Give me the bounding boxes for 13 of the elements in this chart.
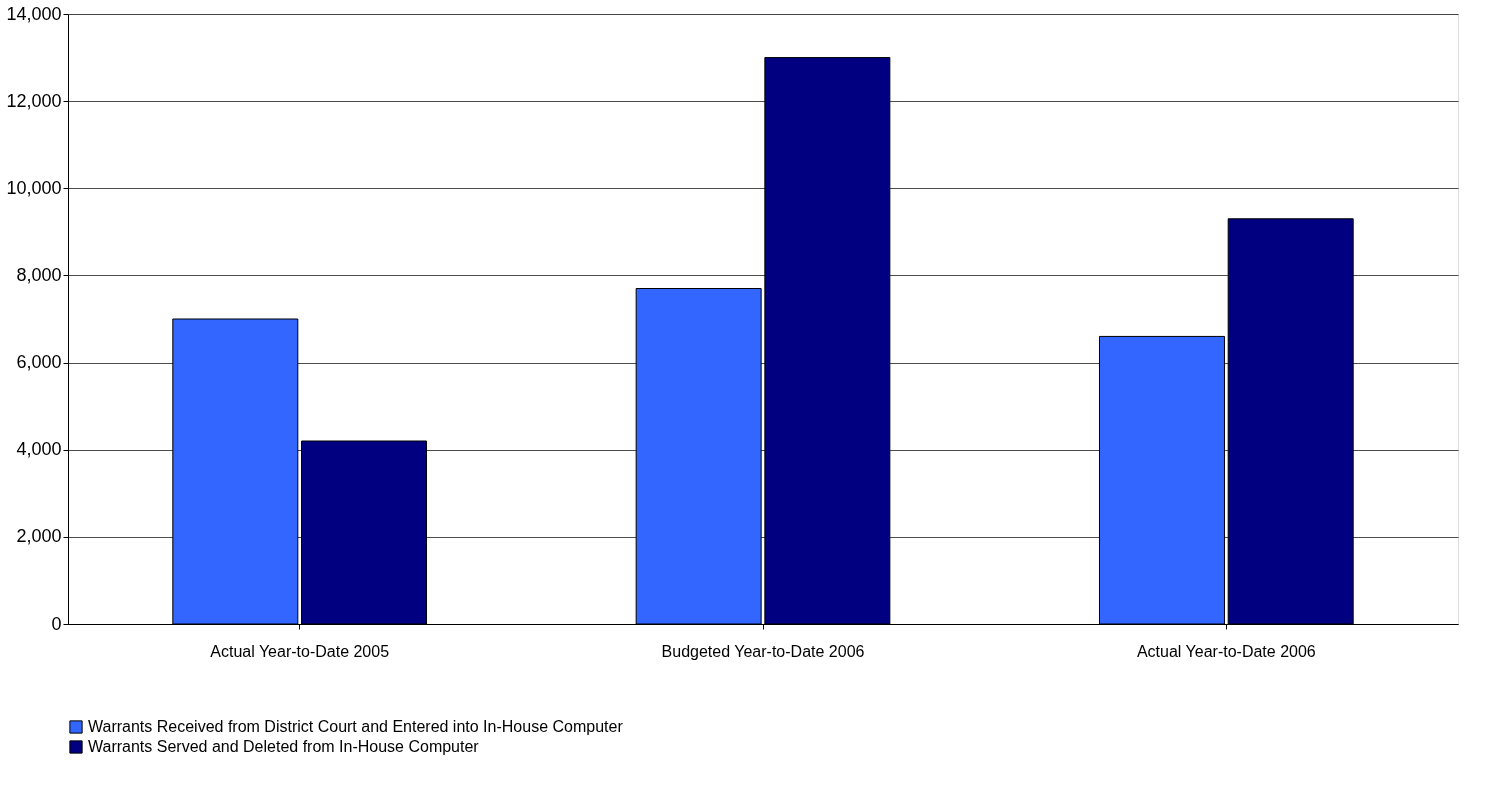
y-tick-label: 6,000 [16,352,62,373]
legend-label: Warrants Served and Deleted from In-House Computer [88,738,480,755]
legend-label: Warrants Received from District Court and Entered into In-House Computer [88,718,624,735]
x-tick-label: Budgeted Year-to-Date 2006 [661,642,865,660]
y-tick-label: 4,000 [16,439,62,460]
y-tick-label: 2,000 [16,526,62,547]
y-tick-label: 10,000 [6,177,62,198]
y-tick-label: 14,000 [6,3,62,24]
x-tick-label: Actual Year-to-Date 2005 [210,642,390,660]
x-tick-label: Actual Year-to-Date 2006 [1136,642,1316,660]
y-tick-label: 12,000 [6,90,62,111]
y-tick-label: 8,000 [16,264,62,285]
y-tick-label: 0 [51,613,62,634]
